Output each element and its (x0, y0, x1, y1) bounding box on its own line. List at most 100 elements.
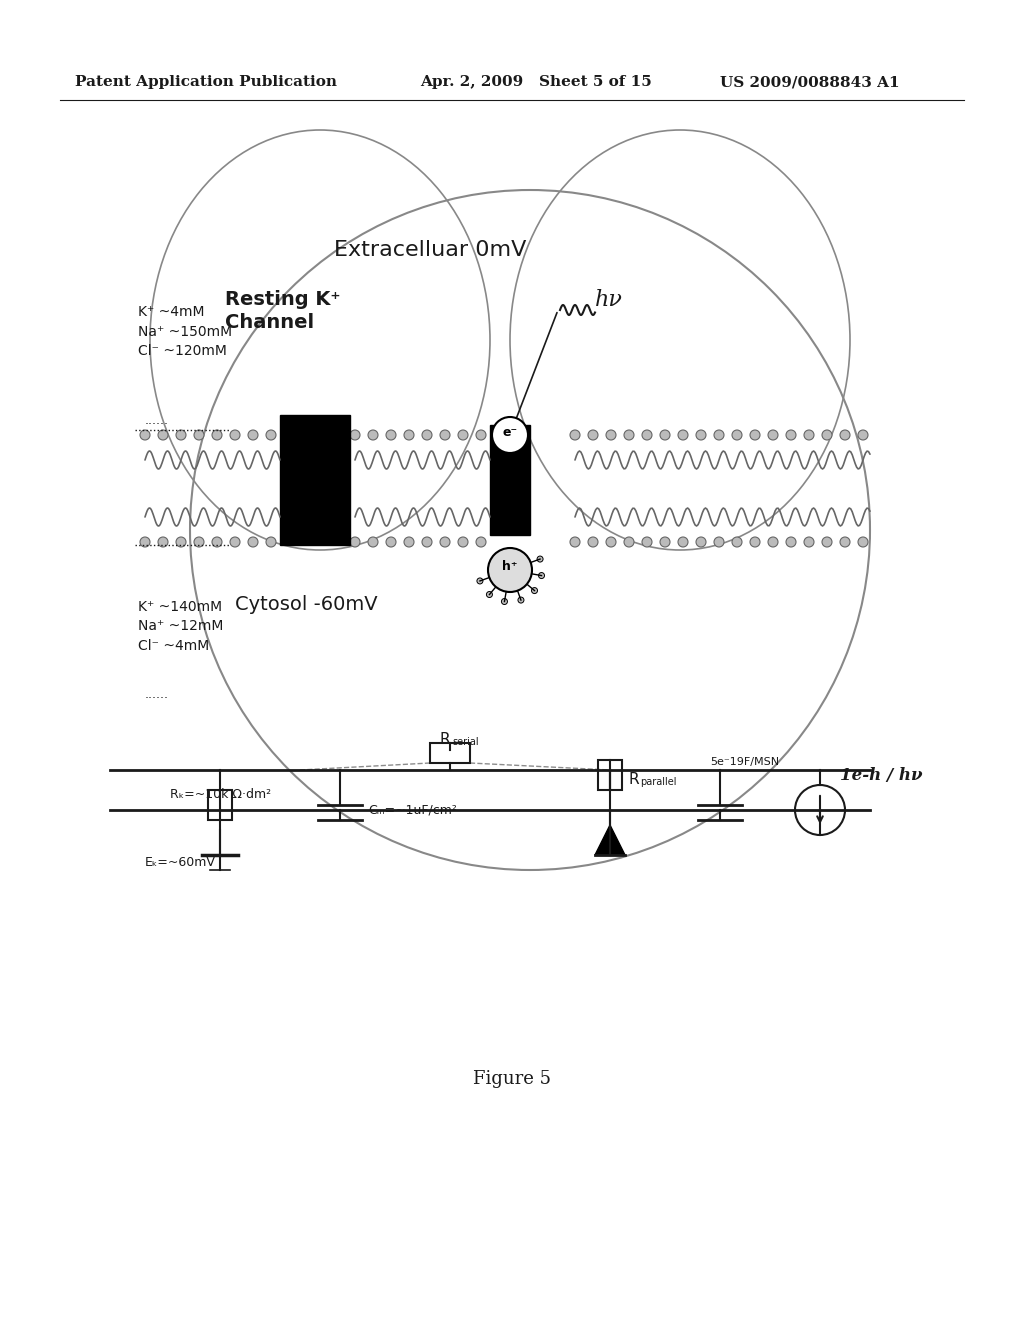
Circle shape (858, 430, 868, 440)
Circle shape (642, 430, 652, 440)
Circle shape (492, 417, 528, 453)
Circle shape (588, 430, 598, 440)
Text: Cytosol -60mV: Cytosol -60mV (234, 595, 378, 614)
Circle shape (606, 537, 616, 546)
Text: US 2009/0088843 A1: US 2009/0088843 A1 (720, 75, 900, 88)
Text: hν: hν (595, 289, 623, 312)
Circle shape (476, 430, 486, 440)
Circle shape (230, 430, 240, 440)
Circle shape (804, 430, 814, 440)
Circle shape (696, 537, 706, 546)
Circle shape (786, 430, 796, 440)
Circle shape (350, 537, 360, 546)
Circle shape (230, 537, 240, 546)
Circle shape (537, 556, 543, 562)
Circle shape (840, 537, 850, 546)
Circle shape (750, 537, 760, 546)
Circle shape (140, 430, 150, 440)
Circle shape (840, 430, 850, 440)
Circle shape (212, 430, 222, 440)
Text: Resting K⁺
Channel: Resting K⁺ Channel (225, 290, 341, 333)
Text: R: R (439, 733, 450, 747)
Circle shape (486, 591, 493, 598)
Circle shape (404, 430, 414, 440)
Text: Patent Application Publication: Patent Application Publication (75, 75, 337, 88)
Circle shape (194, 537, 204, 546)
Circle shape (714, 537, 724, 546)
Circle shape (660, 430, 670, 440)
Circle shape (488, 548, 532, 591)
Bar (490, 425, 530, 535)
Circle shape (404, 537, 414, 546)
Circle shape (158, 430, 168, 440)
Circle shape (624, 430, 634, 440)
Circle shape (502, 598, 508, 605)
Bar (208, 789, 232, 820)
Text: Rₖ=~10k Ω·dm²: Rₖ=~10k Ω·dm² (170, 788, 271, 801)
Text: ......: ...... (145, 413, 169, 426)
Text: h⁺: h⁺ (502, 560, 518, 573)
Circle shape (714, 430, 724, 440)
Text: Cₘ=~1uF/cm²: Cₘ=~1uF/cm² (368, 804, 457, 817)
Circle shape (176, 537, 186, 546)
Text: K⁺ ~4mM
Na⁺ ~150mM
Cl⁻ ~120mM: K⁺ ~4mM Na⁺ ~150mM Cl⁻ ~120mM (138, 305, 232, 358)
Circle shape (212, 537, 222, 546)
Circle shape (266, 537, 276, 546)
Circle shape (678, 537, 688, 546)
Text: Eₖ=~60mV: Eₖ=~60mV (145, 855, 216, 869)
Text: e⁻: e⁻ (503, 425, 517, 438)
Circle shape (642, 537, 652, 546)
Circle shape (518, 597, 524, 603)
Text: Figure 5: Figure 5 (473, 1071, 551, 1088)
Circle shape (696, 430, 706, 440)
Circle shape (440, 537, 450, 546)
Circle shape (732, 537, 742, 546)
Text: K⁺ ~140mM
Na⁺ ~12mM
Cl⁻ ~4mM: K⁺ ~140mM Na⁺ ~12mM Cl⁻ ~4mM (138, 601, 223, 653)
Circle shape (750, 430, 760, 440)
Bar (598, 760, 622, 789)
Text: 1e-h / hν: 1e-h / hν (840, 767, 923, 784)
Circle shape (386, 430, 396, 440)
Circle shape (678, 430, 688, 440)
Bar (280, 414, 350, 545)
Circle shape (368, 430, 378, 440)
Text: Apr. 2, 2009   Sheet 5 of 15: Apr. 2, 2009 Sheet 5 of 15 (420, 75, 651, 88)
Circle shape (588, 537, 598, 546)
Circle shape (477, 578, 483, 583)
Circle shape (248, 537, 258, 546)
Circle shape (194, 430, 204, 440)
Circle shape (386, 537, 396, 546)
Circle shape (458, 537, 468, 546)
Circle shape (624, 537, 634, 546)
Circle shape (350, 430, 360, 440)
Circle shape (458, 430, 468, 440)
Circle shape (531, 587, 538, 594)
Circle shape (822, 537, 831, 546)
Circle shape (732, 430, 742, 440)
Circle shape (176, 430, 186, 440)
Circle shape (822, 430, 831, 440)
Circle shape (266, 430, 276, 440)
Text: 5e⁻19F/MSN: 5e⁻19F/MSN (710, 756, 779, 767)
Text: serial: serial (452, 737, 478, 747)
Circle shape (570, 430, 580, 440)
Polygon shape (595, 825, 625, 855)
Circle shape (440, 430, 450, 440)
Circle shape (804, 537, 814, 546)
Circle shape (539, 573, 545, 578)
Circle shape (140, 537, 150, 546)
Circle shape (768, 537, 778, 546)
Circle shape (606, 430, 616, 440)
Circle shape (768, 430, 778, 440)
Circle shape (368, 537, 378, 546)
Circle shape (422, 430, 432, 440)
Circle shape (660, 537, 670, 546)
Circle shape (248, 430, 258, 440)
Circle shape (476, 537, 486, 546)
Text: R: R (628, 772, 639, 788)
Circle shape (786, 537, 796, 546)
Circle shape (570, 537, 580, 546)
Circle shape (858, 537, 868, 546)
Bar (430, 743, 470, 763)
Text: ......: ...... (145, 689, 169, 701)
